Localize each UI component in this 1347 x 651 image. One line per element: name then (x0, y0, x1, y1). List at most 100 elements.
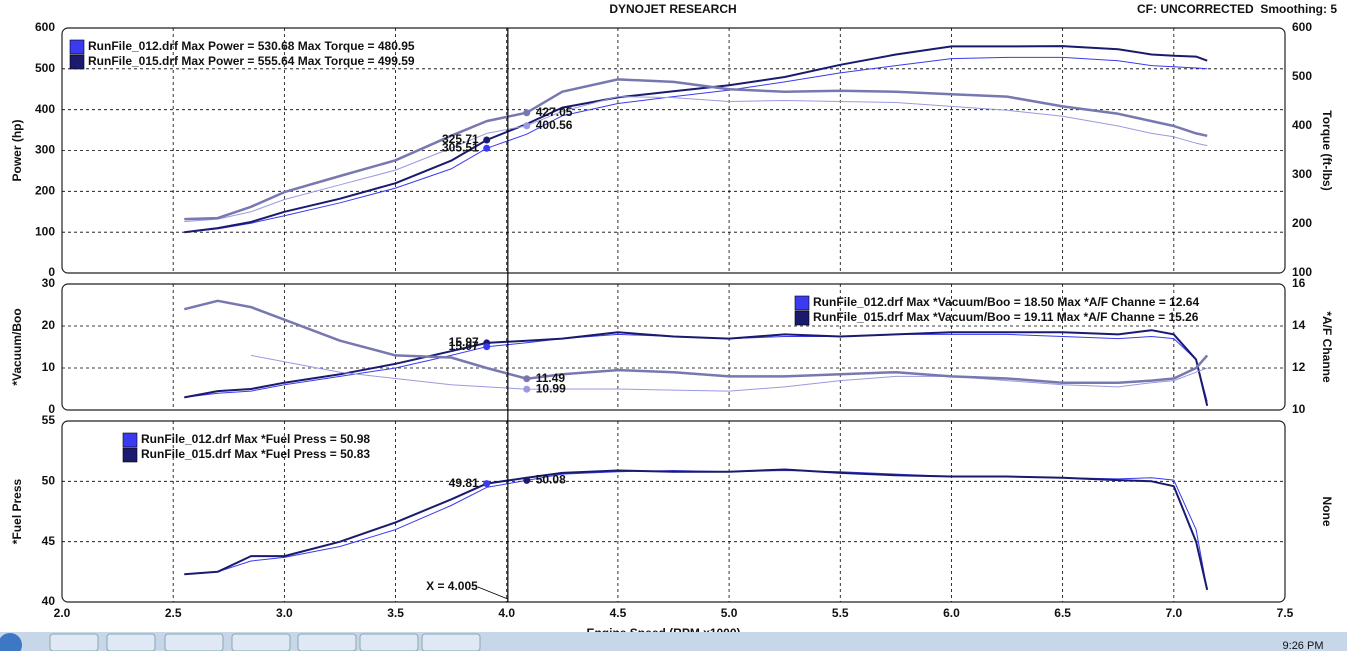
taskbar-app[interactable] (359, 633, 419, 651)
y-tick-label: 50 (42, 474, 56, 488)
x-tick-label: 3.0 (276, 606, 293, 620)
cursor-point (483, 343, 491, 351)
plot-frame (61, 420, 1286, 603)
series-line (184, 56, 1208, 233)
y2-tick-label: 12 (1292, 360, 1306, 374)
series-line (184, 468, 1209, 591)
x-tick-label: 7.0 (1165, 606, 1182, 620)
taskbar-app[interactable] (164, 633, 224, 651)
cursor-value-label: 427.05 (536, 105, 573, 119)
taskbar-app[interactable] (421, 633, 481, 651)
plots: 0100200300400500600100200300400500600Pow… (10, 20, 1334, 640)
legend-swatch (69, 54, 85, 70)
legend-swatch (794, 295, 810, 311)
cursor-point (523, 375, 531, 383)
taskbar: 9:26 PM (0, 632, 1347, 651)
cursor-label: X = 4.005 (426, 579, 478, 593)
x-tick-label: 2.5 (165, 606, 182, 620)
x-tick-label: 5.5 (832, 606, 849, 620)
y2-tick-label: 100 (1292, 265, 1312, 279)
y-tick-label: 45 (42, 534, 56, 548)
y2-tick-label: 10 (1292, 402, 1306, 416)
legend-swatch (122, 447, 138, 463)
legend-entry: RunFile_012.drf Max *Fuel Press = 50.98 (141, 432, 370, 446)
y-tick-label: 20 (42, 318, 56, 332)
y2-tick-label: 16 (1292, 276, 1306, 290)
legend-swatch (69, 39, 85, 55)
y-tick-label: 0 (48, 402, 55, 416)
y-tick-label: 0 (48, 265, 55, 279)
taskbar-app[interactable] (297, 633, 357, 651)
settings-label: CF: UNCORRECTED Smoothing: 5 (1137, 2, 1337, 16)
cursor-point (523, 122, 531, 130)
legend-entry: RunFile_012.drf Max Power = 530.68 Max T… (88, 39, 415, 53)
series-line (184, 329, 1209, 407)
y-axis-label: *Fuel Press (10, 478, 24, 544)
cursor-point (483, 136, 491, 144)
cursor-value-label: 305.51 (442, 140, 479, 154)
x-tick-label: 4.0 (498, 606, 515, 620)
x-tick-label: 6.5 (1054, 606, 1071, 620)
cursor-point (523, 109, 531, 117)
legend-entry: RunFile_015.drf Max Power = 555.64 Max T… (88, 54, 415, 68)
y-axis-label: Power (hp) (10, 119, 24, 181)
taskbar-app[interactable] (231, 633, 291, 651)
y-tick-label: 600 (35, 20, 55, 34)
x-tick-label: 7.5 (1277, 606, 1294, 620)
y2-tick-label: 500 (1292, 69, 1312, 83)
y-tick-label: 300 (35, 143, 55, 157)
series-line (183, 299, 1209, 384)
cursor-value-label: 11.49 (536, 371, 566, 385)
taskbar-app[interactable] (106, 633, 156, 651)
y2-tick-label: 400 (1292, 118, 1312, 132)
y-tick-label: 100 (35, 224, 55, 238)
legend-entry: RunFile_015.drf Max *Vacuum/Boo = 19.11 … (813, 310, 1199, 324)
cursor-value-label: 10.99 (536, 381, 566, 395)
y-tick-label: 10 (42, 360, 56, 374)
cursor-label-leader (477, 586, 508, 600)
y-tick-label: 30 (42, 276, 56, 290)
y2-tick-label: 200 (1292, 216, 1312, 230)
y2-tick-label: 300 (1292, 167, 1312, 181)
y2-tick-label: 600 (1292, 20, 1312, 34)
cursor-value-label: 15.97 (449, 335, 479, 349)
chart-title: DYNOJET RESEARCH (609, 2, 736, 16)
taskbar-app[interactable] (49, 633, 99, 651)
x-tick-label: 6.0 (943, 606, 960, 620)
y2-axis-label: *A/F Channe (1320, 311, 1334, 383)
cursor-value-label: 325.71 (442, 132, 479, 146)
series-line (184, 96, 1208, 223)
y2-axis-label: Torque (ft-lbs) (1320, 110, 1334, 190)
legend-swatch (794, 310, 810, 326)
y-tick-label: 400 (35, 102, 55, 116)
cursor-point (523, 476, 531, 484)
y-tick-label: 40 (42, 594, 56, 608)
series-line (250, 354, 1208, 392)
x-tick-label: 4.5 (610, 606, 627, 620)
legend-entry: RunFile_012.drf Max *Vacuum/Boo = 18.50 … (813, 295, 1199, 309)
x-tick-label: 3.5 (387, 606, 404, 620)
cursor-value-label: 49.81 (449, 476, 479, 490)
clock: 9:26 PM (1283, 640, 1324, 651)
cursor-point (523, 385, 531, 393)
series-line (184, 45, 1208, 234)
cursor-point (483, 144, 491, 152)
y-tick-label: 200 (35, 184, 55, 198)
legend-entry: RunFile_015.drf Max *Fuel Press = 50.83 (141, 447, 370, 461)
cursor-value-label: 400.56 (536, 118, 573, 132)
y-axis-label: *Vacuum/Boo (10, 308, 24, 385)
cursor-value-label: 15.07 (449, 339, 479, 353)
y2-tick-label: 14 (1292, 318, 1306, 332)
start-button[interactable] (0, 633, 22, 651)
y2-axis-label: None (1320, 497, 1334, 527)
y-tick-label: 55 (42, 413, 56, 427)
cursor-value-label: 50.08 (536, 473, 566, 487)
y-tick-label: 500 (35, 61, 55, 75)
legend-swatch (122, 432, 138, 448)
x-tick-label: 5.0 (721, 606, 738, 620)
x-tick-label: 2.0 (54, 606, 71, 620)
cursor-point (483, 480, 491, 488)
series-line (184, 78, 1208, 221)
